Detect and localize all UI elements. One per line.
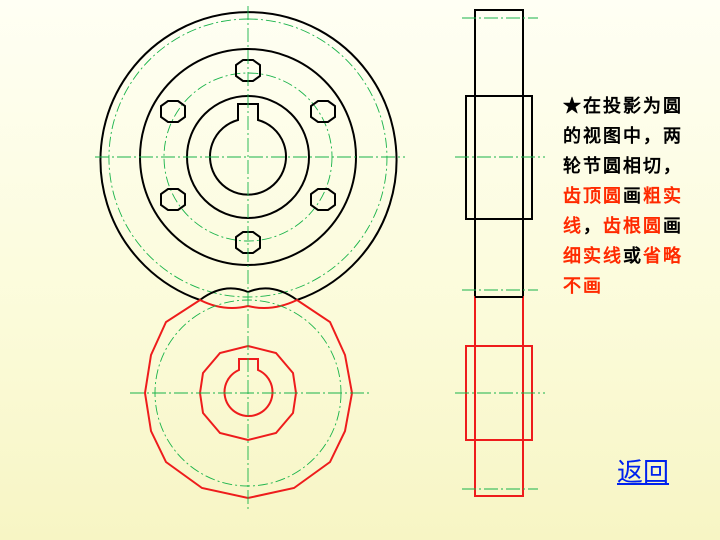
note-part-7: 画 [663, 216, 683, 237]
bolt-hole-upper-right [310, 100, 336, 123]
note-part-3: 画 [623, 186, 643, 207]
explanation-note: ★在投影为圆的视图中，两轮节圆相切，齿顶圆画粗实线，齿根圆画细实线或省略不画 [563, 92, 691, 302]
front-view-centerlines [95, 6, 405, 510]
note-part-2: 齿顶圆 [563, 186, 623, 207]
upper-gear [99, 11, 398, 301]
bolt-hole-lower-right [310, 188, 336, 211]
note-part-5: ， [583, 216, 603, 237]
upper-gear-mesh-notch [199, 287, 298, 301]
lower-gear-keyway-bore [223, 358, 274, 417]
lower-gear-hub-circle [198, 344, 298, 442]
bolt-hole-bottom [235, 231, 261, 254]
lower-gear [143, 298, 354, 500]
note-part-4: 粗实线 [563, 186, 683, 237]
lower-gear-addendum-circle [143, 298, 354, 500]
lower-gear-side-body [474, 296, 524, 497]
bolt-hole-lower-left [160, 188, 186, 211]
side-view [455, 9, 545, 497]
bolt-hole-upper-left [160, 100, 186, 123]
note-part-10: 省略不画 [563, 246, 683, 297]
upper-gear-side-body [474, 9, 524, 298]
note-part-6: 齿根圆 [603, 216, 663, 237]
bolt-hole-top [235, 59, 261, 82]
note-part-9: 或 [623, 246, 643, 267]
upper-gear-keyway-bore [209, 103, 287, 196]
upper-gear-side-hub [465, 95, 533, 220]
note-part-1: ★在投影为圆的视图中，两轮节圆相切， [563, 96, 683, 177]
back-link[interactable]: 返回 [617, 458, 670, 488]
upper-gear-addendum-circle [99, 11, 398, 301]
note-part-8: 细实线 [563, 246, 623, 267]
